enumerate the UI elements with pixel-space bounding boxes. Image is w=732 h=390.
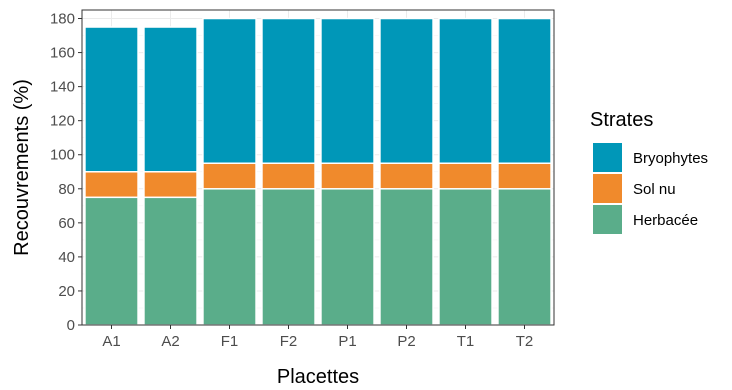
bar-a2-herbacée: [143, 196, 198, 326]
x-tick-label: F2: [280, 333, 298, 350]
bar-a2-bryophytes: [143, 26, 198, 173]
bar-p1-bryophytes: [320, 17, 375, 164]
bar-a1-herbacée: [84, 196, 139, 326]
x-axis-title: Placettes: [277, 366, 359, 388]
y-tick-label: 140: [50, 79, 75, 96]
bar-t2-herbacée: [497, 188, 552, 326]
legend-label: Sol nu: [633, 181, 676, 198]
bar-p2-sol-nu: [379, 162, 434, 190]
y-tick-label: 60: [58, 215, 75, 232]
y-tick-label: 160: [50, 45, 75, 62]
bar-f2-bryophytes: [261, 17, 316, 164]
legend-label: Herbacée: [633, 212, 698, 229]
legend-title: Strates: [590, 109, 653, 131]
bar-f1-sol-nu: [202, 162, 257, 190]
x-axis: A1 A2 F1 F2 P1 P2 T1 T2: [102, 325, 533, 350]
bar-f1-bryophytes: [202, 17, 257, 164]
legend-label: Bryophytes: [633, 150, 708, 167]
legend-key-herbacée: [593, 205, 622, 234]
x-tick-label: T2: [516, 333, 534, 350]
bar-a1-sol-nu: [84, 171, 139, 199]
y-tick-label: 180: [50, 11, 75, 28]
legend-key-sol-nu: [593, 174, 622, 203]
bar-p1-herbacée: [320, 188, 375, 326]
bar-p2-bryophytes: [379, 17, 434, 164]
bar-p2-herbacée: [379, 188, 434, 326]
x-tick-label: P2: [397, 333, 415, 350]
y-tick-label: 120: [50, 113, 75, 130]
bar-t2-sol-nu: [497, 162, 552, 190]
x-tick-label: P1: [338, 333, 356, 350]
legend-items: Bryophytes Sol nu Herbacée: [593, 143, 708, 234]
bar-p1-sol-nu: [320, 162, 375, 190]
bar-t1-sol-nu: [438, 162, 493, 190]
bar-t1-bryophytes: [438, 17, 493, 164]
bar-f2-herbacée: [261, 188, 316, 326]
y-tick-label: 100: [50, 147, 75, 164]
y-axis-title: Recouvrements (%): [11, 79, 33, 256]
y-tick-label: 80: [58, 181, 75, 198]
bar-t1-herbacée: [438, 188, 493, 326]
bars: [84, 17, 552, 326]
y-tick-label: 40: [58, 249, 75, 266]
bar-a1-bryophytes: [84, 26, 139, 173]
x-tick-label: A1: [102, 333, 120, 350]
bar-a2-sol-nu: [143, 171, 198, 199]
x-tick-label: F1: [221, 333, 239, 350]
bar-f1-herbacée: [202, 188, 257, 326]
panel-border: [81, 9, 555, 326]
y-tick-label: 0: [67, 317, 75, 334]
x-tick-label: A2: [161, 333, 179, 350]
legend-key-bryophytes: [593, 143, 622, 172]
bar-f2-sol-nu: [261, 162, 316, 190]
y-axis: 0 20 40 60 80 100 120 140 160 180: [50, 11, 82, 334]
x-tick-label: T1: [457, 333, 475, 350]
legend: Strates Bryophytes Sol nu Herbacée: [590, 109, 708, 234]
bar-t2-bryophytes: [497, 17, 552, 164]
y-tick-label: 20: [58, 283, 75, 300]
